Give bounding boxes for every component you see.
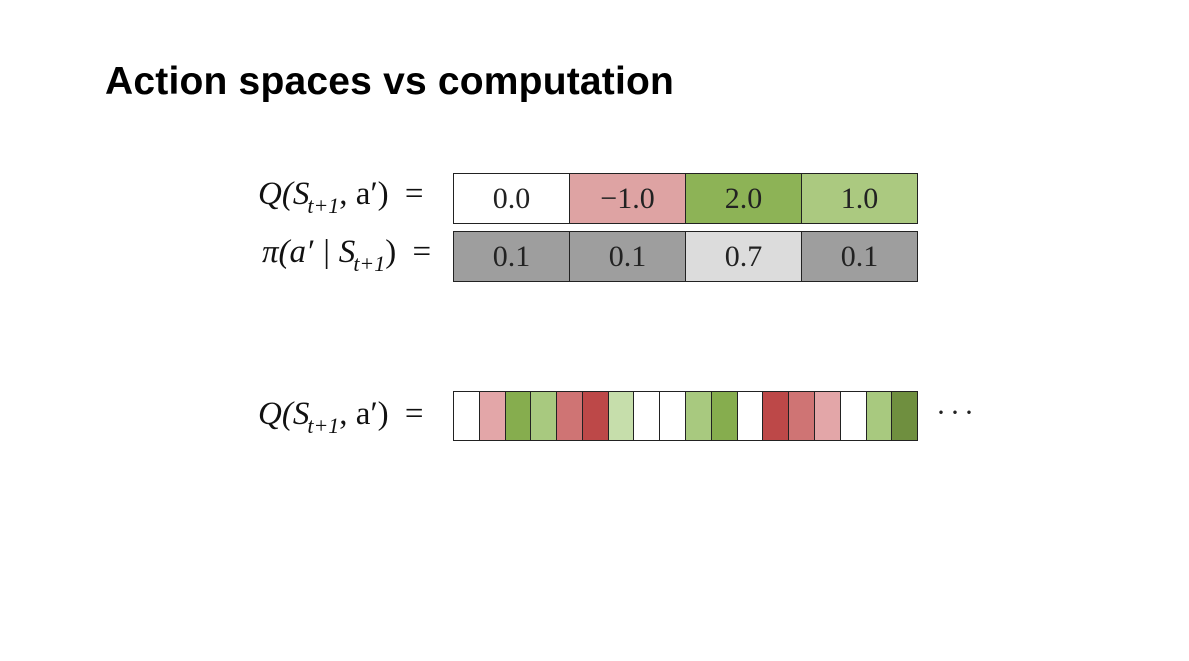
pi-label-func: π(a′ | S <box>262 234 356 270</box>
action-value-cell <box>582 392 609 440</box>
action-value-cell <box>763 392 790 440</box>
pi-cell-value: 0.7 <box>724 239 763 273</box>
pi-label-rest: ) <box>385 234 405 270</box>
action-value-cell <box>557 392 583 440</box>
action-value-cell <box>814 392 841 440</box>
action-value-cell <box>660 392 687 440</box>
action-value-cell <box>789 392 815 440</box>
q-label-func: Q(S <box>258 176 310 212</box>
q-value-row: 0.0 −1.0 2.0 1.0 <box>453 173 918 224</box>
action-value-cell <box>454 392 480 440</box>
pi-cell-value: 0.1 <box>608 239 647 273</box>
action-value-cell <box>892 392 918 440</box>
q-cell-value: 2.0 <box>724 181 763 215</box>
q2-label-subscript: t+1 <box>307 413 340 438</box>
q-label-subscript: t+1 <box>307 193 340 218</box>
pi-label-equals: = <box>412 234 432 270</box>
action-value-cell <box>479 392 506 440</box>
large-action-space-strip <box>453 391 918 441</box>
pi-cell-value: 0.1 <box>492 239 531 273</box>
q-cell: 0.0 <box>454 174 570 223</box>
q-cell-value: 0.0 <box>492 181 531 215</box>
q-cell-value: 1.0 <box>840 181 879 215</box>
pi-cell: 0.1 <box>570 232 686 281</box>
q2-label-rest: , a′) <box>339 396 397 432</box>
ellipsis: ··· <box>936 396 978 429</box>
action-value-cell <box>737 392 764 440</box>
q-label-rest: , a′) <box>339 176 397 212</box>
q-function-label: Q(St+1, a′) = <box>258 176 424 218</box>
slide-title: Action spaces vs computation <box>105 60 675 103</box>
pi-cell-value: 0.1 <box>840 239 879 273</box>
pi-cell: 0.7 <box>686 232 802 281</box>
policy-row: 0.1 0.1 0.7 0.1 <box>453 231 918 282</box>
action-value-cell <box>531 392 558 440</box>
action-value-cell <box>711 392 738 440</box>
pi-cell: 0.1 <box>454 232 570 281</box>
q-label-equals: = <box>404 176 424 212</box>
q2-label-equals: = <box>404 396 424 432</box>
q2-label-func: Q(S <box>258 396 310 432</box>
pi-cell: 0.1 <box>802 232 917 281</box>
q-cell: −1.0 <box>570 174 686 223</box>
action-value-cell <box>608 392 635 440</box>
pi-label-subscript: t+1 <box>353 251 386 276</box>
action-value-cell <box>866 392 893 440</box>
action-value-cell <box>840 392 867 440</box>
q-cell-value: −1.0 <box>600 181 655 215</box>
action-value-cell <box>686 392 712 440</box>
q-cell: 2.0 <box>686 174 802 223</box>
action-value-cell <box>634 392 661 440</box>
action-value-cell <box>505 392 532 440</box>
q-function-label-large: Q(St+1, a′) = <box>258 396 424 438</box>
q-cell: 1.0 <box>802 174 917 223</box>
policy-label: π(a′ | St+1) = <box>262 234 432 276</box>
